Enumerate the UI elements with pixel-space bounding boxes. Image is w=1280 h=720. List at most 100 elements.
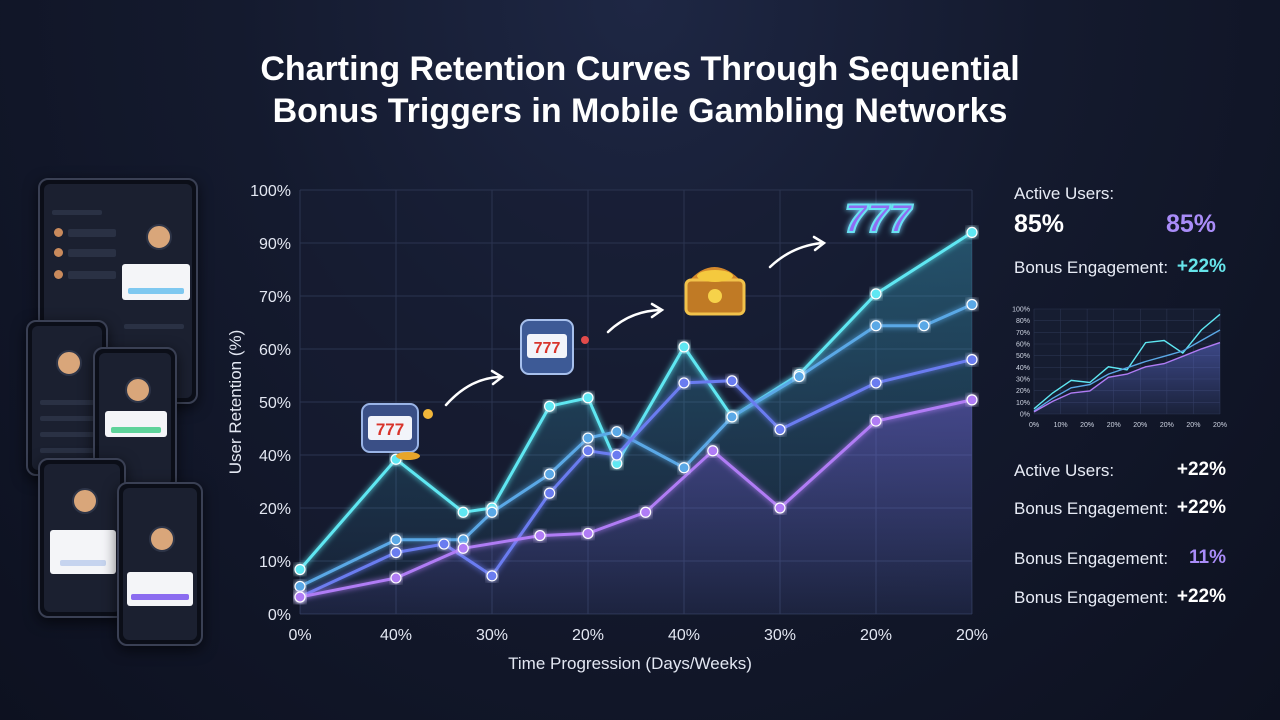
data-point <box>294 580 306 593</box>
stat-row-label: Bonus Engagement: <box>1014 588 1169 607</box>
mini-y-tick-label: 30% <box>1016 377 1030 384</box>
x-tick-label: 30% <box>764 627 796 644</box>
data-point <box>678 462 690 474</box>
bonus-popup-card <box>127 572 193 606</box>
data-point <box>582 445 594 457</box>
data-point <box>966 354 978 366</box>
data-point <box>639 506 652 518</box>
avatar <box>125 377 151 403</box>
active-users-value-alt: 85% <box>1166 210 1217 238</box>
mini-y-tick-label: 10% <box>1016 400 1030 407</box>
mini-y-tick-label: 70% <box>1016 330 1030 337</box>
y-tick-label: 20% <box>259 501 291 518</box>
slot-machine-icon: 777 <box>520 319 589 375</box>
mini-retention-chart: 0% 10% 20% 30% 40% 50% 60% 70% 80% 100% 0% 10% 20% 2… <box>1012 307 1227 430</box>
mini-y-tick-label: 40% <box>1016 365 1030 372</box>
data-point <box>966 394 978 406</box>
mini-x-tick-label: 20% <box>1213 422 1227 429</box>
bonus-engagement-label: Bonus Engagement: <box>1014 258 1169 277</box>
data-point <box>457 506 469 518</box>
page-title: Charting Retention Curves Through Sequen… <box>0 48 1280 132</box>
y-axis-label: User Retention (%) <box>226 330 245 475</box>
data-point <box>870 377 882 389</box>
phone-mockup-4 <box>117 482 203 646</box>
avatar <box>146 224 172 250</box>
active-users-value: 85% <box>1014 210 1065 238</box>
data-point <box>870 288 882 300</box>
stat-row-value: +22% <box>1176 497 1226 518</box>
data-point <box>582 432 594 444</box>
y-tick-label: 40% <box>259 448 291 465</box>
data-point <box>486 570 498 582</box>
main-plot-area: 0% 10% 20% 40% 50% 60% 70% 90% 100% 0% 40% 30% 20% 4… <box>226 183 988 673</box>
x-tick-label: 20% <box>956 627 988 644</box>
mini-y-tick-label: 100% <box>1012 307 1030 314</box>
mini-x-tick-label: 20% <box>1160 422 1174 429</box>
avatar <box>56 350 82 376</box>
y-tick-label: 10% <box>259 554 291 571</box>
mini-x-tick-label: 20% <box>1107 422 1121 429</box>
y-tick-label: 90% <box>259 236 291 253</box>
data-point <box>438 538 450 550</box>
777-jackpot-icon: 777 <box>844 196 914 242</box>
mini-y-tick-label: 80% <box>1016 318 1030 325</box>
x-tick-label: 20% <box>572 627 604 644</box>
bonus-popup-card <box>105 411 167 437</box>
mini-x-tick-label: 0% <box>1029 422 1039 429</box>
y-tick-label: 100% <box>250 183 291 200</box>
series-line <box>298 231 973 571</box>
stat-row-value: +22% <box>1176 586 1226 607</box>
svg-text:777: 777 <box>376 420 404 439</box>
progress-arrows <box>444 235 827 407</box>
data-point <box>793 370 805 383</box>
series-line <box>299 358 973 599</box>
mini-x-tick-label: 20% <box>1186 422 1200 429</box>
phone-mockup-3 <box>38 458 126 618</box>
data-point <box>390 572 402 584</box>
mini-x-tick-label: 20% <box>1080 422 1094 429</box>
x-tick-label: 40% <box>668 627 700 644</box>
slot-machine-icon: 777 <box>361 403 433 460</box>
mini-x-tick-label: 20% <box>1133 422 1147 429</box>
avatar <box>149 526 175 552</box>
data-point <box>582 392 594 404</box>
data-point <box>543 487 556 499</box>
data-point <box>678 377 690 389</box>
svg-text:777: 777 <box>845 197 913 241</box>
stat-row-label: Bonus Engagement: <box>1014 549 1169 568</box>
mini-y-tick-label: 20% <box>1016 388 1030 395</box>
data-point <box>707 445 719 457</box>
mini-y-tick-label: 0% <box>1020 412 1030 419</box>
data-point <box>918 320 930 332</box>
active-users-label: Active Users: <box>1014 184 1115 203</box>
stat-row-value: 11% <box>1189 547 1226 568</box>
data-point <box>534 529 546 542</box>
data-point <box>966 298 978 311</box>
bonus-popup-card <box>50 530 116 574</box>
mini-y-tick-label: 60% <box>1016 342 1030 349</box>
y-tick-label: 50% <box>259 395 291 412</box>
data-point <box>390 546 402 559</box>
avatar <box>72 488 98 514</box>
mini-x-tick-label: 10% <box>1054 422 1068 429</box>
bonus-engagement-value: +22% <box>1176 256 1226 277</box>
x-tick-label: 0% <box>288 627 311 644</box>
x-axis-label: Time Progression (Days/Weeks) <box>508 654 752 673</box>
stat-row-label: Active Users: <box>1014 461 1115 480</box>
mini-series-line <box>1033 313 1221 410</box>
data-point <box>726 411 738 423</box>
data-point <box>543 468 556 480</box>
data-point <box>678 341 690 353</box>
mini-series-line <box>1033 329 1221 412</box>
x-tick-label: 30% <box>476 627 508 644</box>
data-point <box>774 502 786 514</box>
data-point <box>486 506 498 518</box>
data-point <box>543 400 556 412</box>
data-point <box>582 527 594 540</box>
data-point <box>611 449 623 461</box>
y-tick-label: 70% <box>259 289 291 306</box>
data-point <box>611 426 623 438</box>
x-tick-label: 20% <box>860 627 892 644</box>
y-tick-label: 60% <box>259 342 291 359</box>
